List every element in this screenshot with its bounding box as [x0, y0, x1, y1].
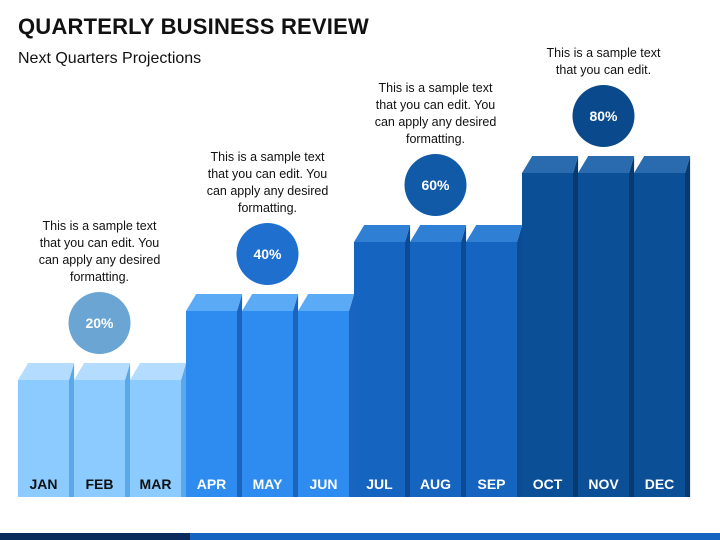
footer-accent-bar: [0, 533, 720, 540]
footer-accent-right: [190, 533, 720, 540]
annotation-line: can apply any desired: [207, 184, 329, 198]
bar-side-jul: [405, 225, 411, 497]
percent-label-q1: 20%: [85, 315, 114, 331]
bar-dec: [634, 173, 685, 497]
bar-top-may: [242, 294, 299, 311]
percent-badge-q1: [68, 292, 131, 354]
annotation-line: can apply any desired: [375, 115, 497, 129]
annotation-line: This is a sample text: [211, 150, 325, 164]
annotation-line: formatting.: [70, 270, 129, 284]
bar-top-sep: [466, 225, 523, 242]
bar-top-feb: [74, 363, 131, 380]
page-subtitle: Next Quarters Projections: [18, 50, 202, 67]
bar-top-nov: [578, 156, 635, 173]
percent-label-q2: 40%: [253, 246, 282, 262]
bar-top-mar: [130, 363, 187, 380]
bar-sep: [466, 242, 517, 497]
bar-top-apr: [186, 294, 243, 311]
annotation-q2: This is a sample text that you can edit. …: [207, 150, 329, 215]
percent-badge-q3: [404, 154, 467, 216]
bar-top-dec: [634, 156, 691, 173]
bar-side-nov: [629, 156, 635, 497]
percent-label-q4: 80%: [589, 108, 618, 124]
bar-apr: [186, 311, 237, 497]
bar-side-mar: [181, 363, 187, 497]
annotation-q3: This is a sample text that you can edit. …: [375, 81, 497, 146]
tick-label-jun: JUN: [309, 476, 337, 492]
footer-accent-left: [0, 533, 190, 540]
bar-top-jan: [18, 363, 75, 380]
bar-feb: [74, 380, 125, 497]
bar-side-sep: [517, 225, 523, 497]
bar-jun: [298, 311, 349, 497]
bar-mar: [130, 380, 181, 497]
tick-label-aug: AUG: [420, 476, 451, 492]
bar-side-feb: [125, 363, 131, 497]
bar-oct: [522, 173, 573, 497]
annotation-line: that you can edit.: [556, 63, 651, 77]
bar-may: [242, 311, 293, 497]
percent-badge-q4: [572, 85, 635, 147]
annotation-line: This is a sample text: [43, 219, 157, 233]
annotation-line: that you can edit. You: [208, 167, 328, 181]
tick-label-sep: SEP: [477, 476, 505, 492]
annotation-q4: This is a sample text that you can edit.: [547, 46, 661, 77]
tick-label-feb: FEB: [86, 476, 114, 492]
tick-label-oct: OCT: [533, 476, 563, 492]
annotation-line: This is a sample text: [379, 81, 493, 95]
annotation-line: can apply any desired: [39, 253, 161, 267]
bar-top-aug: [410, 225, 467, 242]
tick-label-apr: APR: [197, 476, 227, 492]
bar-side-jun: [349, 294, 355, 497]
tick-label-may: MAY: [253, 476, 283, 492]
bar-top-jul: [354, 225, 411, 242]
annotation-line: formatting.: [238, 201, 297, 215]
bar-side-dec: [685, 156, 691, 497]
bar-side-may: [293, 294, 299, 497]
annotation-q1: This is a sample text that you can edit. …: [39, 219, 161, 284]
percent-badge-q2: [236, 223, 299, 285]
annotation-line: formatting.: [406, 132, 465, 146]
bar-aug: [410, 242, 461, 497]
bar-side-oct: [573, 156, 579, 497]
bar-jan: [18, 380, 69, 497]
tick-label-dec: DEC: [645, 476, 675, 492]
annotation-line: that you can edit. You: [40, 236, 160, 250]
tick-label-jan: JAN: [29, 476, 57, 492]
tick-label-mar: MAR: [140, 476, 172, 492]
bar-top-oct: [522, 156, 579, 173]
bar-side-jan: [69, 363, 75, 497]
bar-nov: [578, 173, 629, 497]
page-title: QUARTERLY BUSINESS REVIEW: [18, 14, 369, 39]
percent-label-q3: 60%: [421, 177, 450, 193]
bar-side-aug: [461, 225, 467, 497]
bar-top-jun: [298, 294, 355, 311]
annotation-line: that you can edit. You: [376, 98, 496, 112]
bar-jul: [354, 242, 405, 497]
tick-label-jul: JUL: [366, 476, 393, 492]
tick-label-nov: NOV: [588, 476, 619, 492]
bar-side-apr: [237, 294, 243, 497]
annotation-line: This is a sample text: [547, 46, 661, 60]
